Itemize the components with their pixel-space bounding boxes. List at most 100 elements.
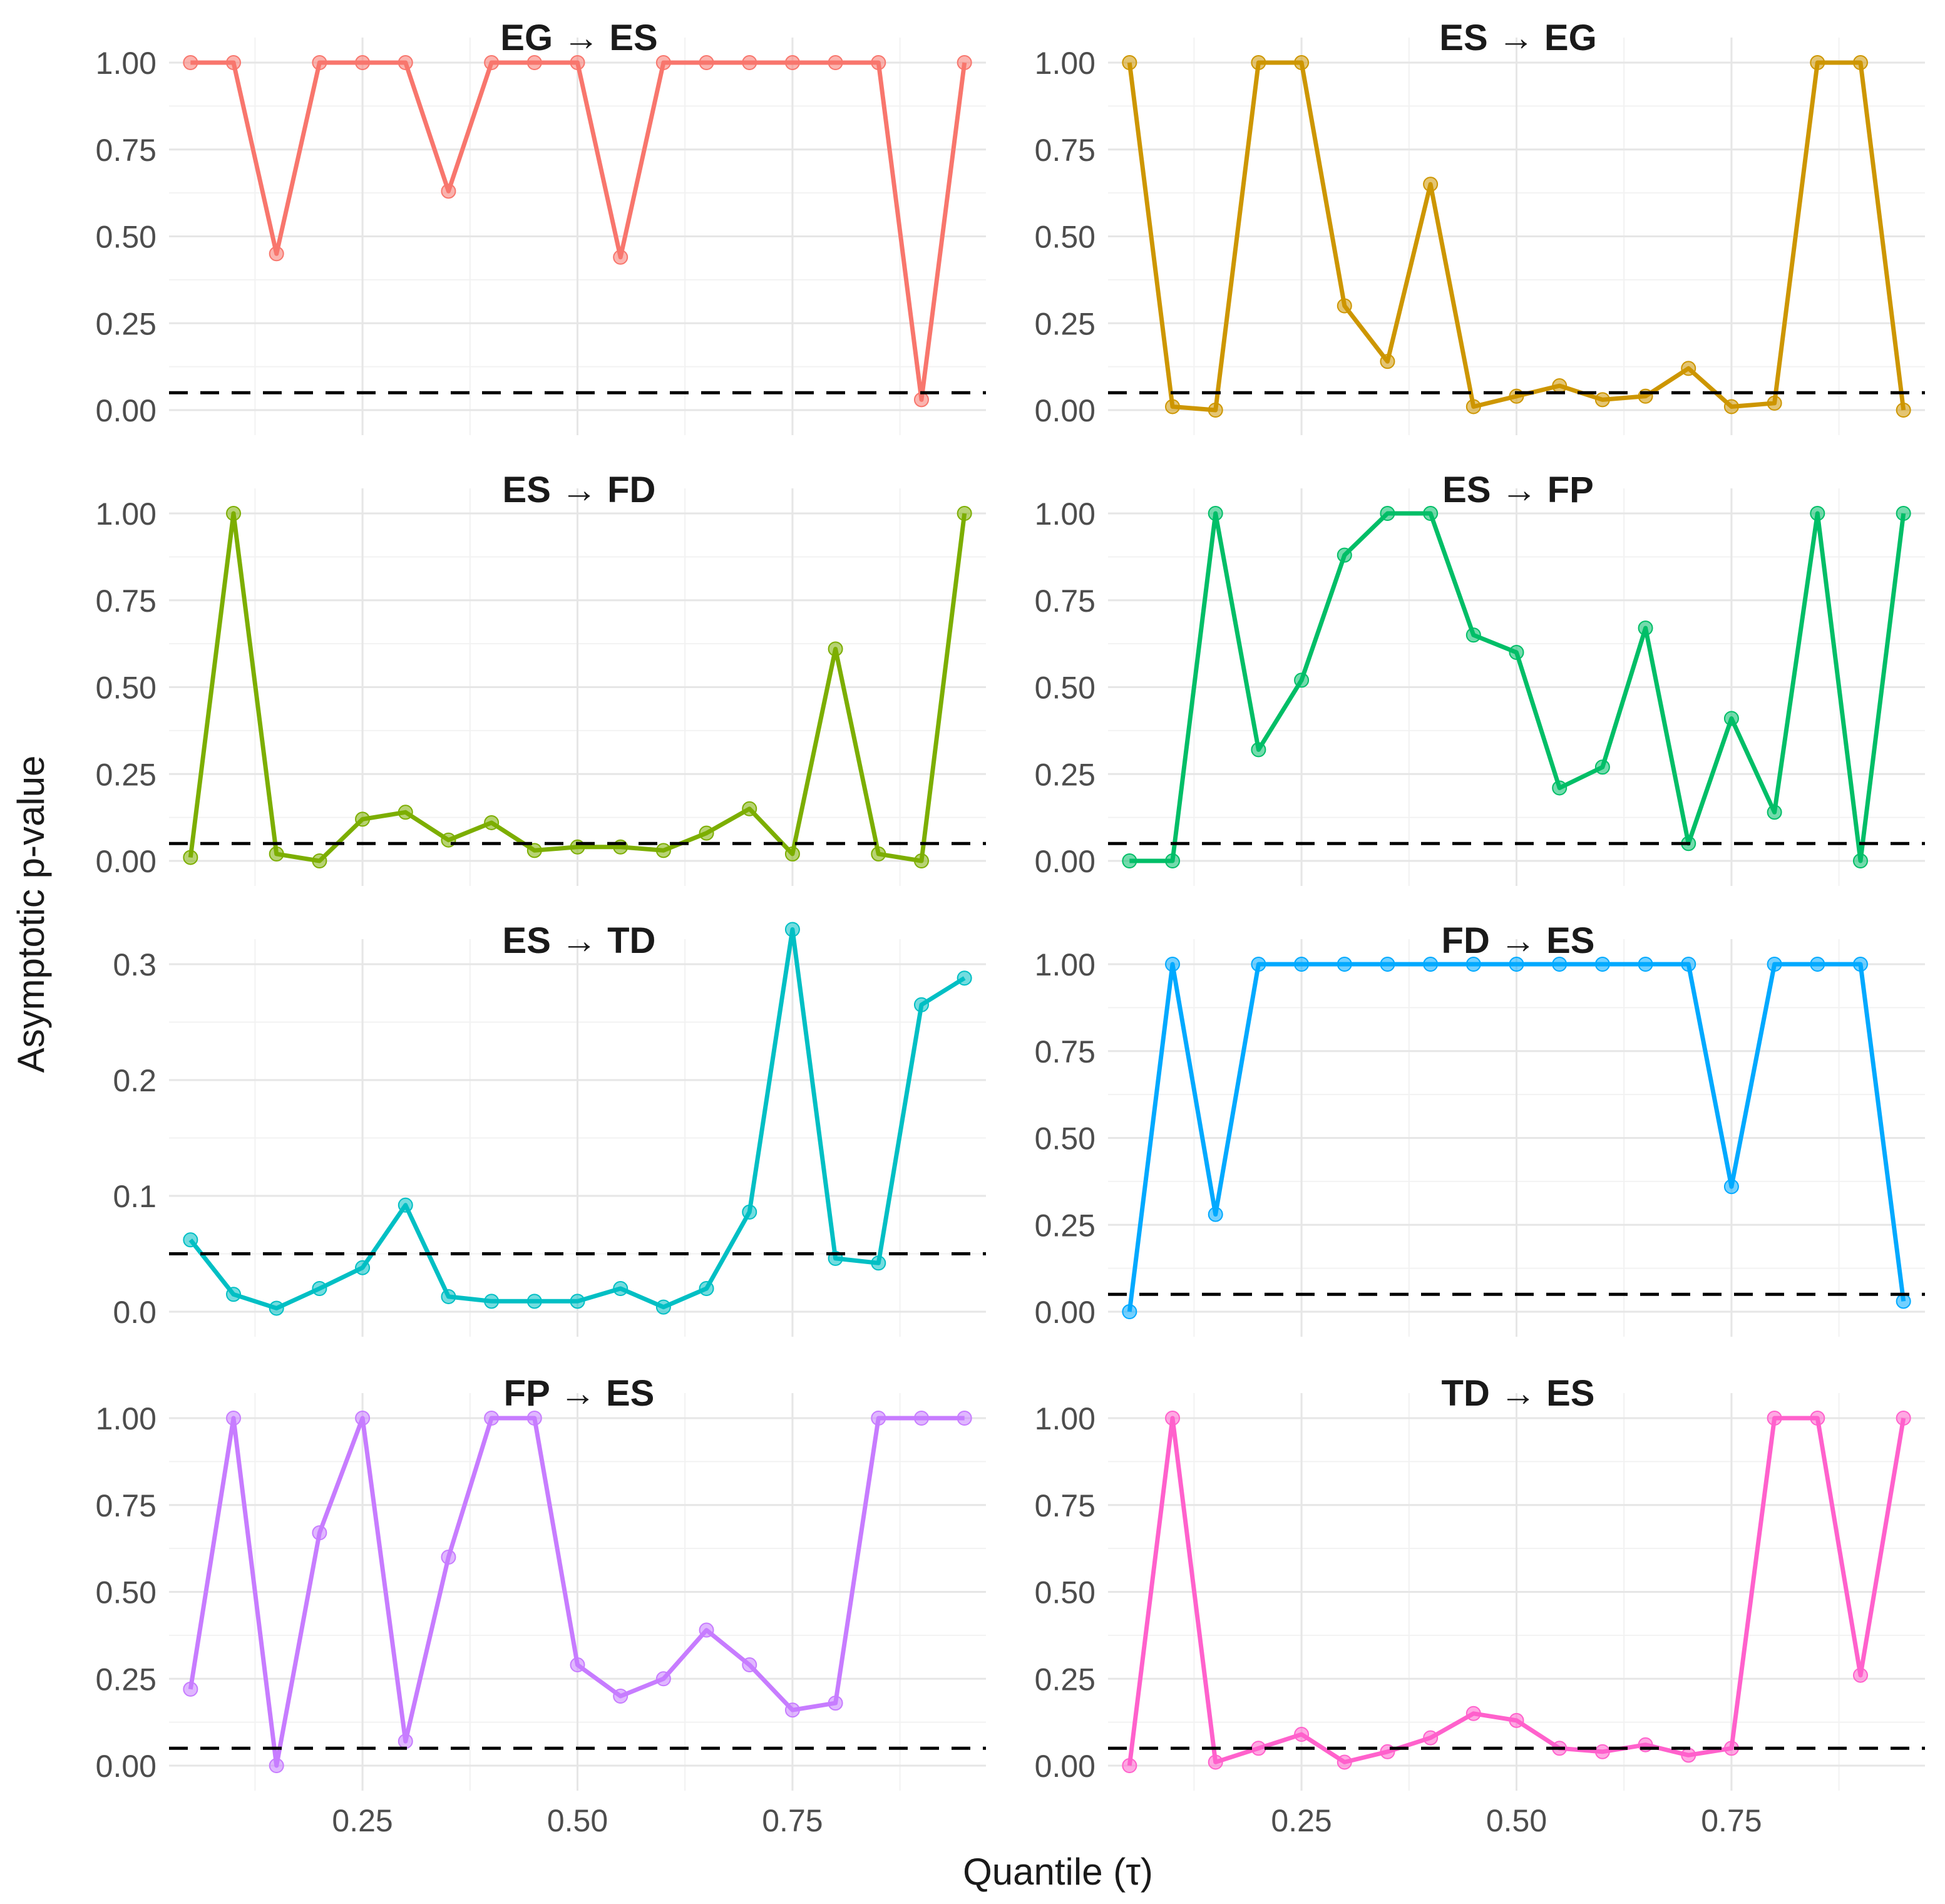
data-point [484,55,500,70]
data-point [1509,645,1524,660]
data-point [570,1294,585,1309]
y-tick-label: 1.00 [96,46,157,81]
data-point [1208,403,1223,418]
y-tick-label: 0.00 [1035,844,1096,879]
data-point [441,1289,456,1304]
data-point [1208,1754,1223,1770]
data-point [742,801,757,816]
y-tick-label: 0.75 [96,584,157,619]
data-point [570,1657,585,1673]
data-point [355,811,371,827]
y-tick-label: 0.75 [1035,1488,1096,1523]
data-point [1852,55,1868,70]
data-point [269,1758,284,1773]
data-point [1896,1294,1911,1309]
data-point [1767,805,1782,820]
data-point [1337,547,1352,563]
data-point [1681,361,1696,376]
data-point [484,815,500,830]
data-point [1552,957,1568,972]
data-point [655,843,671,858]
data-point [1594,392,1610,408]
y-tick-label: 0.50 [1035,1575,1096,1610]
y-tick-label: 0.1 [113,1179,157,1214]
data-point [570,55,585,70]
y-tick-label: 0.25 [1035,306,1096,341]
data-point [355,1411,371,1426]
data-point [1423,957,1439,972]
y-tick-label: 1.00 [1035,947,1096,982]
data-point [1681,1747,1696,1763]
data-point [1681,957,1696,972]
data-point [1423,177,1439,192]
data-point [1465,957,1481,972]
panel: 0.0 0.1 0.2 0.3 ES → TD [113,920,986,1337]
data-point [1423,506,1439,521]
data-point [784,922,800,937]
data-point [1723,711,1739,726]
data-point [784,1702,800,1718]
data-point [312,853,327,868]
data-point [183,1681,198,1697]
data-point [1337,1754,1352,1770]
data-point [1294,672,1310,688]
panel-title: ES → FD [503,470,656,510]
y-tick-label: 0.25 [1035,757,1096,792]
data-point [699,55,714,70]
data-point [913,853,929,868]
data-point [1251,55,1266,70]
data-point [1638,620,1653,636]
data-point [655,55,671,70]
data-point [1594,1744,1610,1759]
data-point [355,1260,371,1275]
data-point [1380,354,1395,369]
data-point [742,1204,757,1220]
panel: 0.00 0.25 0.50 0.75 1.00 ES → FP [1035,470,1925,886]
data-point [871,846,886,862]
y-tick-label: 0.0 [113,1295,157,1330]
y-tick-label: 0.50 [96,220,157,255]
data-point [1852,853,1868,868]
data-point [957,506,972,521]
data-point [913,1411,929,1426]
x-tick-label: 0.50 [1486,1803,1547,1838]
x-tick-label: 0.75 [762,1803,823,1838]
data-point [1165,399,1181,414]
data-point [1208,1207,1223,1222]
data-point [312,1525,327,1541]
data-point [312,1281,327,1296]
data-point [226,55,242,70]
data-point [957,55,972,70]
data-point [1810,55,1825,70]
data-point [398,55,413,70]
y-tick-label: 0.00 [1035,1295,1096,1330]
y-tick-label: 0.50 [96,671,157,706]
data-point [1423,1730,1439,1746]
data-point [613,1689,629,1704]
y-tick-label: 0.75 [1035,584,1096,619]
panel-title: ES → TD [503,920,656,961]
panel-title: TD → ES [1442,1373,1595,1414]
y-tick-label: 0.75 [1035,133,1096,168]
y-tick-label: 0.25 [1035,1662,1096,1697]
data-point [1810,957,1825,972]
x-axis-label: Quantile (τ) [963,1851,1153,1893]
y-tick-label: 0.25 [96,1662,157,1697]
data-point [526,843,542,858]
data-point [1767,957,1782,972]
y-tick-label: 0.00 [1035,1749,1096,1784]
panel-title: EG → ES [500,18,657,58]
panel-title: ES → EG [1439,18,1596,58]
y-tick-label: 1.00 [1035,497,1096,532]
y-tick-label: 0.50 [1035,1121,1096,1156]
panel-title: ES → FP [1442,470,1594,510]
data-point [1122,1758,1137,1773]
data-point [655,1299,671,1315]
x-tick-label: 0.25 [332,1803,393,1838]
data-point [1465,627,1481,643]
panel: 0.00 0.25 0.50 0.75 1.00 EG → ES [96,18,986,435]
data-point [1767,395,1782,411]
data-point [655,1671,671,1687]
panel-title: FD → ES [1442,920,1595,961]
